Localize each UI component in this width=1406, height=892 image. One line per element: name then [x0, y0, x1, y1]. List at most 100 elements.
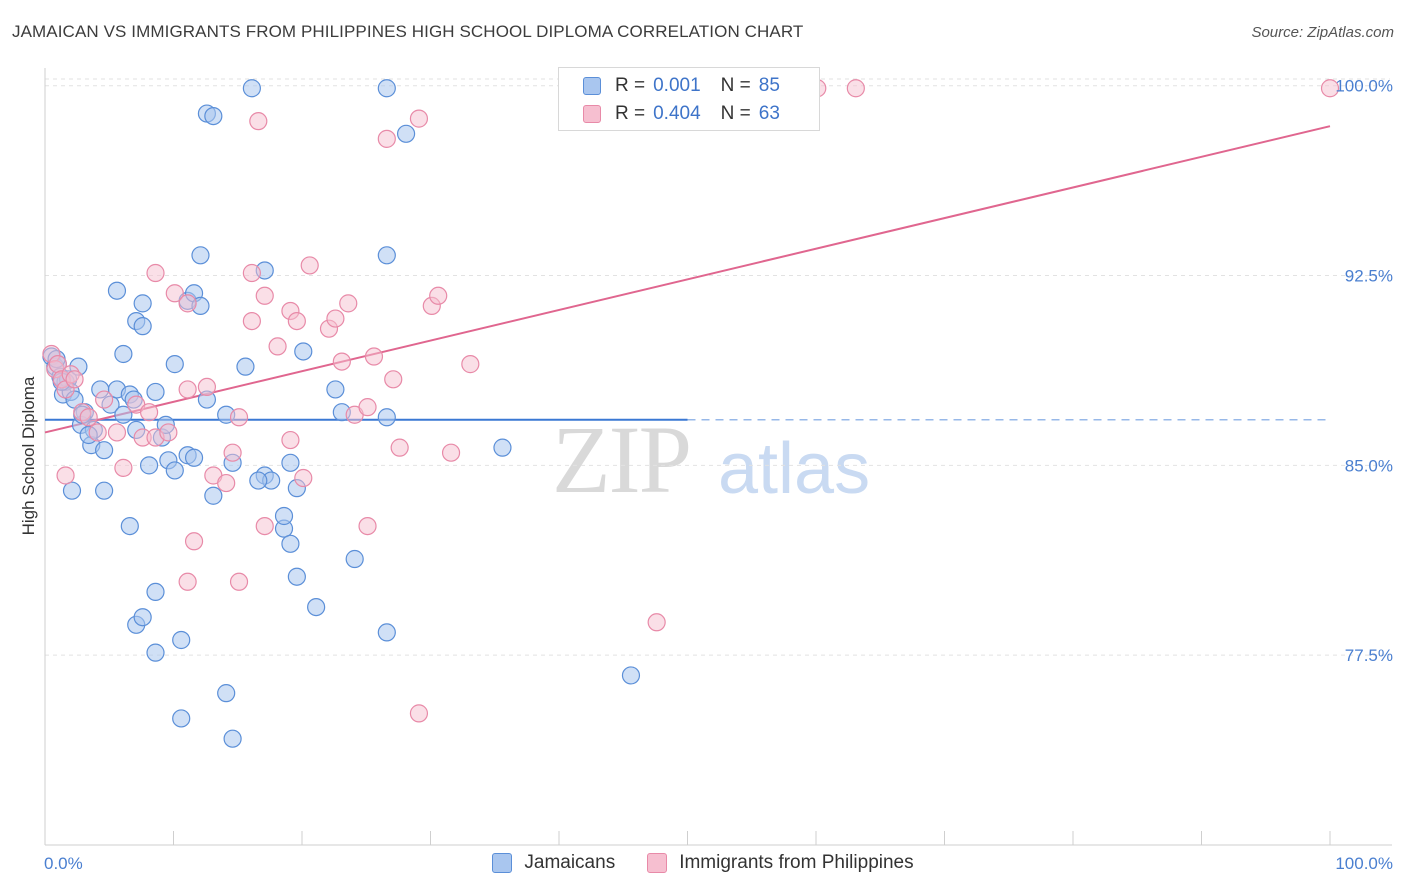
data-point-philippines	[95, 390, 114, 409]
data-point-jamaicans	[146, 643, 165, 662]
x-tick-label: 100.0%	[1335, 854, 1393, 873]
legend-swatch-blue	[492, 853, 513, 873]
data-point-jamaicans	[95, 481, 114, 500]
data-point-philippines	[390, 438, 409, 457]
legend-r-label: R =	[615, 75, 646, 96]
data-point-jamaicans	[191, 246, 210, 265]
data-point-philippines	[358, 517, 377, 536]
data-point-jamaicans	[146, 382, 165, 402]
legend-n-label: N =	[720, 103, 751, 124]
data-point-philippines	[65, 370, 84, 389]
legend-swatch-pink	[583, 105, 601, 123]
legend-row-philippines: R = 0.404 N = 63	[583, 101, 780, 127]
legend-swatch-pink	[647, 853, 668, 873]
legend-label-jamaicans: Jamaicans	[524, 852, 616, 873]
data-point-philippines	[255, 517, 274, 536]
data-point-philippines	[114, 458, 133, 477]
data-point-philippines	[255, 286, 274, 305]
data-point-philippines	[358, 398, 377, 417]
data-point-philippines	[409, 704, 429, 723]
trend-lines	[44, 125, 1331, 434]
axis-labels: 77.5% 85.0% 92.5% 100.0% 0.0% 100.0% High Scho…	[19, 77, 1393, 873]
data-point-jamaicans	[165, 461, 184, 480]
data-point-jamaicans	[172, 709, 191, 728]
legend-r-value: 0.404	[653, 103, 701, 124]
data-point-jamaicans	[204, 106, 223, 126]
data-point-jamaicans	[287, 567, 306, 586]
data-point-jamaicans	[377, 623, 396, 642]
data-point-jamaicans	[146, 582, 165, 602]
data-point-philippines	[647, 613, 666, 632]
data-point-jamaicans	[377, 246, 396, 265]
legend-swatch-blue	[583, 77, 601, 95]
data-point-philippines	[178, 380, 197, 399]
data-point-jamaicans	[107, 281, 127, 300]
legend-label-philippines: Immigrants from Philippines	[679, 852, 914, 873]
data-point-philippines	[197, 377, 217, 396]
legend-r-label: R =	[615, 103, 646, 124]
data-point-philippines	[79, 408, 98, 427]
data-point-jamaicans	[281, 534, 300, 553]
legend-item-jamaicans[interactable]: Jamaicans	[492, 852, 615, 874]
data-point-jamaicans	[139, 456, 159, 475]
data-point-philippines	[294, 468, 313, 488]
data-point-jamaicans	[223, 729, 242, 748]
data-point-philippines	[429, 286, 448, 305]
data-point-philippines	[409, 109, 429, 128]
data-point-jamaicans	[493, 438, 512, 457]
data-point-jamaicans	[307, 597, 326, 617]
data-point-jamaicans	[217, 684, 236, 703]
data-point-jamaicans	[62, 481, 82, 500]
series-philippines	[42, 79, 1340, 723]
legend-n-value: 85	[758, 75, 780, 96]
data-point-philippines	[217, 473, 236, 493]
data-point-jamaicans	[184, 448, 204, 467]
data-point-jamaicans	[242, 79, 261, 98]
data-point-philippines	[223, 443, 242, 462]
data-point-philippines	[178, 572, 197, 591]
x-tick-label: 0.0%	[44, 854, 83, 873]
legend-item-philippines[interactable]: Immigrants from Philippines	[647, 852, 914, 874]
data-point-jamaicans	[133, 608, 152, 627]
data-point-philippines	[107, 423, 127, 442]
data-point-philippines	[281, 430, 300, 450]
data-point-jamaicans	[114, 344, 133, 364]
data-point-jamaicans	[621, 666, 641, 685]
y-tick-label: 85.0%	[1345, 456, 1393, 475]
series-jamaicans	[42, 79, 641, 748]
data-point-philippines	[88, 423, 107, 442]
data-point-jamaicans	[274, 506, 294, 526]
data-point-philippines	[846, 79, 865, 98]
data-point-jamaicans	[114, 405, 133, 424]
data-point-jamaicans	[326, 380, 345, 399]
data-point-philippines	[441, 443, 461, 462]
data-point-philippines	[249, 112, 268, 131]
data-point-jamaicans	[133, 294, 152, 313]
data-point-philippines	[364, 347, 384, 366]
axes	[44, 68, 1392, 846]
data-point-jamaicans	[165, 355, 184, 374]
trend-line-philippines	[44, 125, 1331, 434]
legend-n-label: N =	[720, 75, 751, 96]
data-point-jamaicans	[396, 124, 416, 143]
data-point-philippines	[242, 263, 261, 283]
data-point-jamaicans	[133, 317, 152, 336]
data-point-philippines	[242, 311, 261, 331]
data-point-philippines	[1320, 79, 1340, 98]
legend-row-jamaicans: R = 0.001 N = 85	[583, 73, 780, 99]
data-point-jamaicans	[377, 79, 396, 98]
data-point-jamaicans	[204, 486, 223, 505]
legend-n-value: 63	[758, 103, 780, 124]
data-point-jamaicans	[236, 357, 255, 376]
data-point-jamaicans	[95, 441, 114, 460]
data-point-philippines	[268, 337, 287, 356]
data-point-jamaicans	[172, 630, 191, 650]
chart-title: JAMAICAN VS IMMIGRANTS FROM PHILIPPINES …	[12, 22, 804, 41]
data-point-philippines	[377, 129, 396, 148]
data-point-philippines	[300, 256, 319, 275]
data-point-philippines	[461, 355, 480, 374]
data-point-jamaicans	[294, 342, 313, 361]
data-point-philippines	[332, 352, 351, 371]
data-point-philippines	[178, 294, 197, 313]
